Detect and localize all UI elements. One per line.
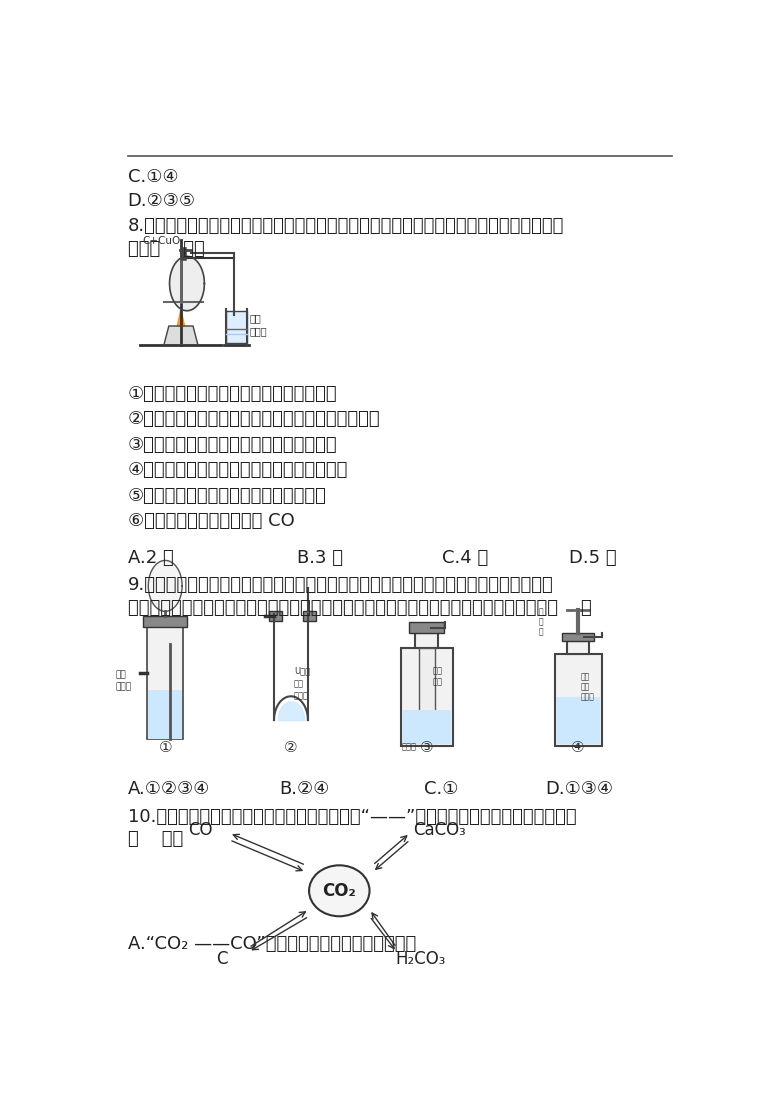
Text: ②: ②: [284, 740, 298, 756]
Bar: [269, 611, 282, 621]
Text: 带孔: 带孔: [115, 671, 126, 679]
Bar: [567, 641, 589, 654]
Text: ①: ①: [158, 740, 172, 756]
Text: 置。如图所示是小明、小红、小强、小丹四位同学设计的装置，其中你认为符合要求的是（    ）: 置。如图所示是小明、小红、小强、小丹四位同学设计的装置，其中你认为符合要求的是（…: [128, 599, 591, 617]
Polygon shape: [169, 256, 204, 311]
Text: D.②③⑤: D.②③⑤: [128, 192, 196, 210]
Text: ④反应中铜元素在固体中的质量分数逐渐变大: ④反应中铜元素在固体中的质量分数逐渐变大: [128, 461, 348, 479]
Text: 数有（    ）。: 数有（ ）。: [128, 240, 204, 258]
Polygon shape: [177, 309, 185, 326]
Text: B.3 个: B.3 个: [297, 548, 343, 567]
Text: ⑤反应前后固体中氧原子的质量保持不变: ⑤反应前后固体中氧原子的质量保持不变: [128, 486, 327, 504]
Bar: [401, 647, 452, 746]
Polygon shape: [164, 326, 198, 344]
Bar: [410, 622, 445, 633]
Text: CaCO₃: CaCO₃: [413, 821, 466, 838]
Text: 石灰水: 石灰水: [250, 326, 268, 336]
Text: A.“CO₂ ——CO”的基本反应类型一定为化合反应: A.“CO₂ ——CO”的基本反应类型一定为化合反应: [128, 935, 416, 953]
Bar: [303, 611, 317, 621]
Bar: [148, 689, 183, 739]
Text: D.①③④: D.①③④: [544, 780, 613, 797]
Bar: [144, 615, 187, 627]
Text: B.②④: B.②④: [279, 780, 329, 797]
Text: 9.老师让同学们自己动脑、动手设计能随时控制反应发生或停止的制取二氧化碳的发生装: 9.老师让同学们自己动脑、动手设计能随时控制反应发生或停止的制取二氧化碳的发生装: [128, 576, 554, 593]
Text: 铜: 铜: [539, 617, 544, 627]
Text: 广口瓶: 广口瓶: [402, 742, 417, 751]
Text: C.①: C.①: [424, 780, 459, 797]
Bar: [147, 620, 183, 739]
Text: C+CuO: C+CuO: [143, 236, 181, 246]
Bar: [226, 311, 246, 343]
Text: CO₂: CO₂: [322, 881, 356, 900]
Bar: [555, 654, 601, 746]
Text: 瓶穿孔: 瓶穿孔: [581, 693, 595, 702]
Text: 带孔: 带孔: [294, 679, 304, 688]
Bar: [419, 647, 434, 711]
Text: 塑料: 塑料: [581, 673, 590, 682]
Text: 澄清: 澄清: [250, 313, 261, 323]
Ellipse shape: [309, 866, 370, 917]
Bar: [569, 702, 587, 737]
Text: ③反应中消耗的氧化铜与碳的质量一定相等: ③反应中消耗的氧化铜与碳的质量一定相等: [128, 436, 338, 453]
Text: C.①④: C.①④: [128, 168, 178, 186]
Text: U形管: U形管: [294, 666, 310, 675]
Polygon shape: [148, 560, 182, 611]
Text: 破底: 破底: [433, 666, 443, 675]
Text: D.5 个: D.5 个: [569, 548, 617, 567]
Text: 小药: 小药: [581, 683, 590, 692]
Text: ⑥反应后的气体中可能含有 CO: ⑥反应后的气体中可能含有 CO: [128, 512, 295, 531]
Text: 粗: 粗: [539, 607, 544, 615]
Bar: [562, 633, 594, 641]
Text: A.①②③④: A.①②③④: [128, 780, 210, 797]
Text: C.4 个: C.4 个: [442, 548, 488, 567]
Text: H₂CO₃: H₂CO₃: [395, 950, 446, 967]
Text: 丝: 丝: [539, 628, 544, 636]
Text: ②反应后固体减轻的质量等于氧化铜中氧元素的质量: ②反应后固体减轻的质量等于氧化铜中氧元素的质量: [128, 410, 381, 428]
Text: 10.下列关于碳和碳的化合物知识网络图（图中“——”表示转化关系）的说法不正确的是: 10.下列关于碳和碳的化合物知识网络图（图中“——”表示转化关系）的说法不正确的…: [128, 808, 576, 826]
Text: 试管: 试管: [433, 677, 443, 686]
Text: 8.实验室常用木炭粉还原氧化铜，实验装置如图所示，关于该实验，下列叙述正确的说法个: 8.实验室常用木炭粉还原氧化铜，实验装置如图所示，关于该实验，下列叙述正确的说法…: [128, 217, 564, 235]
Bar: [402, 710, 452, 743]
Text: 橡胶片: 橡胶片: [115, 683, 132, 692]
Text: （    ）。: （ ）。: [128, 831, 183, 848]
Text: ③: ③: [420, 740, 434, 756]
Text: 橡胶片: 橡胶片: [294, 690, 309, 700]
Text: ④: ④: [571, 740, 585, 756]
Text: ①澄清石灰水变浑浊，说明有二氧化碳生成: ①澄清石灰水变浑浊，说明有二氧化碳生成: [128, 385, 338, 403]
Text: C: C: [216, 950, 227, 967]
Text: A.2 个: A.2 个: [128, 548, 173, 567]
Bar: [555, 697, 601, 743]
Bar: [416, 633, 438, 647]
Text: CO: CO: [188, 821, 212, 838]
